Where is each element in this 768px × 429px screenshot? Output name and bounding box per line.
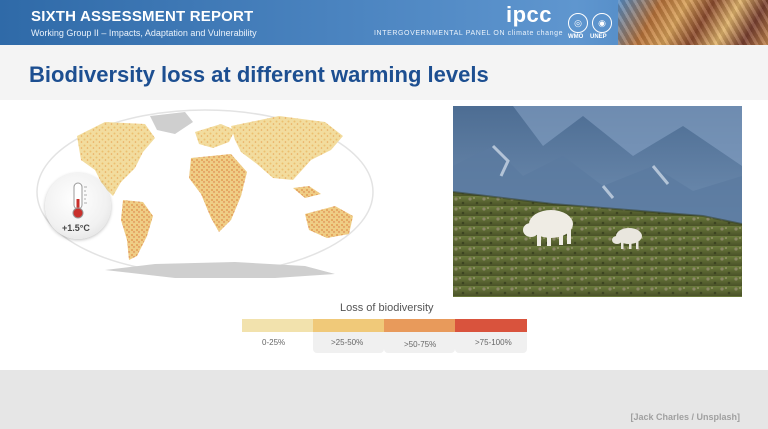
legend-tab-50-75 [384,319,455,353]
photo-credit: [Jack Charles / Unsplash] [630,412,740,422]
north-america-shape [77,122,155,196]
legend-label-25-50: >25-50% [331,338,364,347]
legend-label-50-75: >50-75% [404,340,437,349]
legend-swatch-0-25 [242,319,314,332]
world-map [35,108,375,280]
world-map-graphic [36,109,374,278]
slide-title: Biodiversity loss at different warming l… [29,62,489,87]
legend-title: Loss of biodiversity [340,302,434,314]
south-america-shape [121,200,153,260]
goat-large [523,210,573,246]
ipcc-tagline: INTERGOVERNMENTAL PANEL ON climate chang… [374,30,564,37]
goat-small [612,228,642,249]
greenland-shape [150,112,193,134]
title-strip [0,45,768,100]
footer-strip [0,370,768,429]
legend-tab-75-100 [455,319,527,353]
unep-logo-label: UNEP [590,34,607,40]
asia-shape [231,116,343,180]
thermometer-badge [45,173,111,239]
report-subtitle: Working Group II – Impacts, Adaptation a… [31,28,257,38]
australia-shape [305,206,353,238]
legend-label-0-25: 0-25% [262,338,286,347]
europe-shape [195,124,235,148]
satellite-image-strip [618,0,768,45]
report-banner: SIXTH ASSESSMENT REPORT Working Group II… [0,0,768,45]
africa-shape [189,154,247,232]
report-title: SIXTH ASSESSMENT REPORT [31,8,254,25]
antarctica-shape [105,262,335,278]
mountain-goats-photo [453,106,742,297]
ipcc-logo: ipcc [506,2,553,27]
warming-level-label: +1.5°C [62,223,90,233]
photo-graphic [453,106,742,297]
thermometer-icon [72,182,87,219]
unep-logo-icon: ◉ [592,13,612,33]
wmo-logo-label: WMO [568,34,584,40]
wmo-logo-icon: ◎ [568,13,588,33]
se-asia-shape [293,186,321,198]
legend-tab-25-50 [313,319,384,353]
legend-label-75-100: >75-100% [475,338,512,347]
